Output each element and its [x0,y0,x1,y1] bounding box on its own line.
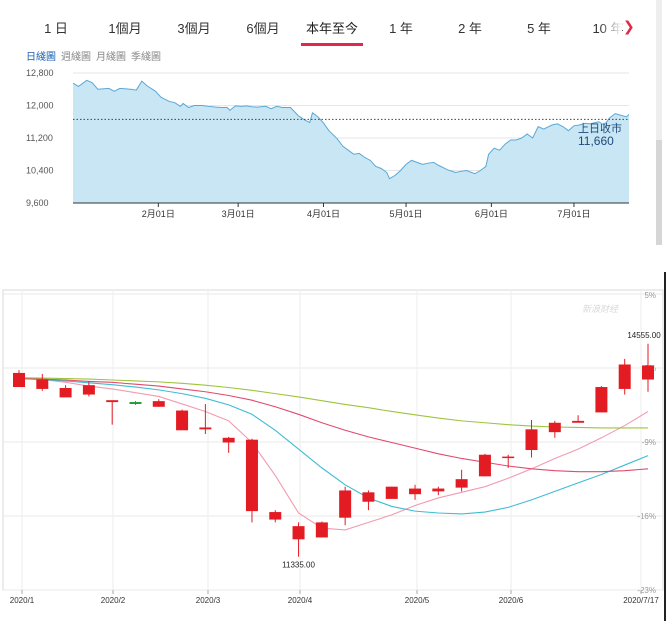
tab-7[interactable]: 5 年 [527,21,551,36]
area-x-tick: 2月01日 [142,209,175,219]
candle-body [525,429,538,451]
area-x-tick: 6月01日 [475,209,508,219]
candle-body [572,420,585,423]
candle-body [385,486,398,499]
kline-y-label: -16% [637,512,656,521]
area-line [72,79,630,180]
candle-body [595,387,608,413]
chevron-right-icon[interactable]: ❯ [623,18,635,34]
kline-x-label: 2020/7/17 [623,596,659,605]
kline-frame [2,289,664,591]
area-x-tick: 7月01日 [557,209,590,219]
tab-6[interactable]: 2 年 [458,21,482,36]
watermark: 新浪财经 [582,304,619,314]
area-y-tick: 9,600 [26,198,49,208]
candle-body [269,512,282,520]
chart-type-tab-3[interactable]: 季綫圖 [131,52,161,63]
prev-close-label: 上日收市 [578,121,622,135]
chart-right-border [664,272,666,621]
area-y-tick: 10,400 [26,166,54,176]
prev-close-value: 11,660 [578,134,614,148]
kline-x-label: 2020/4 [288,596,313,605]
chart-type-tabs: 日綫圖 週綫圖 月綫圖 季綫圖 [26,48,166,63]
candle-body [315,522,328,538]
area-x-tick: 3月01日 [222,209,255,219]
candle-body [409,488,422,495]
candle-body [129,402,142,404]
chart-type-tab-1[interactable]: 週綫圖 [61,52,91,63]
area-fill [73,80,629,203]
tab-0[interactable]: 1 日 [44,21,68,36]
area-y-tick: 12,000 [26,101,54,111]
area-y-tick: 12,800 [26,68,54,78]
candle-body [222,437,235,443]
candle-body [36,379,49,389]
candle-body [82,385,95,395]
area-x-tick: 5月01日 [390,209,423,219]
tabs-fade [600,0,622,46]
kline-x-label: 2020/1 [10,596,35,605]
ma-line-ma20 [18,378,649,473]
candle-body [245,439,258,512]
tab-5[interactable]: 1 年 [389,21,413,36]
tab-3[interactable]: 6個月 [246,21,280,36]
kline-y-label: 5% [644,291,656,300]
scrollbar-track[interactable] [656,0,662,245]
scrollbar-thumb[interactable] [656,140,662,245]
candle-body [59,387,72,398]
candle-body [292,526,305,540]
candle-body [339,490,352,518]
kline-x-label: 2020/3 [196,596,221,605]
tab-2[interactable]: 3個月 [177,21,211,36]
area-y-tick: 11,200 [26,133,53,143]
candle-body [455,479,468,488]
kline-x-label: 2020/5 [405,596,430,605]
candle-body [432,488,445,492]
ma-line-ma60 [18,377,648,429]
candle-body [478,454,491,477]
tab-4[interactable]: 本年至今 [305,21,358,36]
candle-body [13,372,25,388]
tab-1[interactable]: 1個月 [108,21,142,36]
candle-body [642,365,654,380]
candle-body [362,492,375,502]
ma-line-ma10 [18,378,649,515]
chart-type-tab-2[interactable]: 月綫圖 [96,52,126,63]
candle-body [152,401,165,407]
kline-y-label: -9% [642,438,656,447]
ma-line-ma5 [18,377,649,531]
candle-body [106,400,119,403]
kline-y-label: -23% [637,586,656,595]
active-tab-indicator [301,43,363,46]
kline-x-label: 2020/6 [499,596,524,605]
candle-body [176,410,189,431]
area-x-tick: 4月01日 [307,209,340,219]
low-label: 11335.00 [282,561,315,570]
high-label: 14555.00 [627,331,661,340]
candle-body [618,364,631,389]
candle-body [502,456,515,459]
candle-body [548,422,561,433]
candlestick-chart: 5%-2%-9%-16%-23%2020/12020/22020/32020/4… [2,289,664,605]
chart-type-tab-0[interactable]: 日綫圖 [26,52,56,63]
kline-x-label: 2020/2 [101,596,126,605]
candle-body [199,427,212,430]
